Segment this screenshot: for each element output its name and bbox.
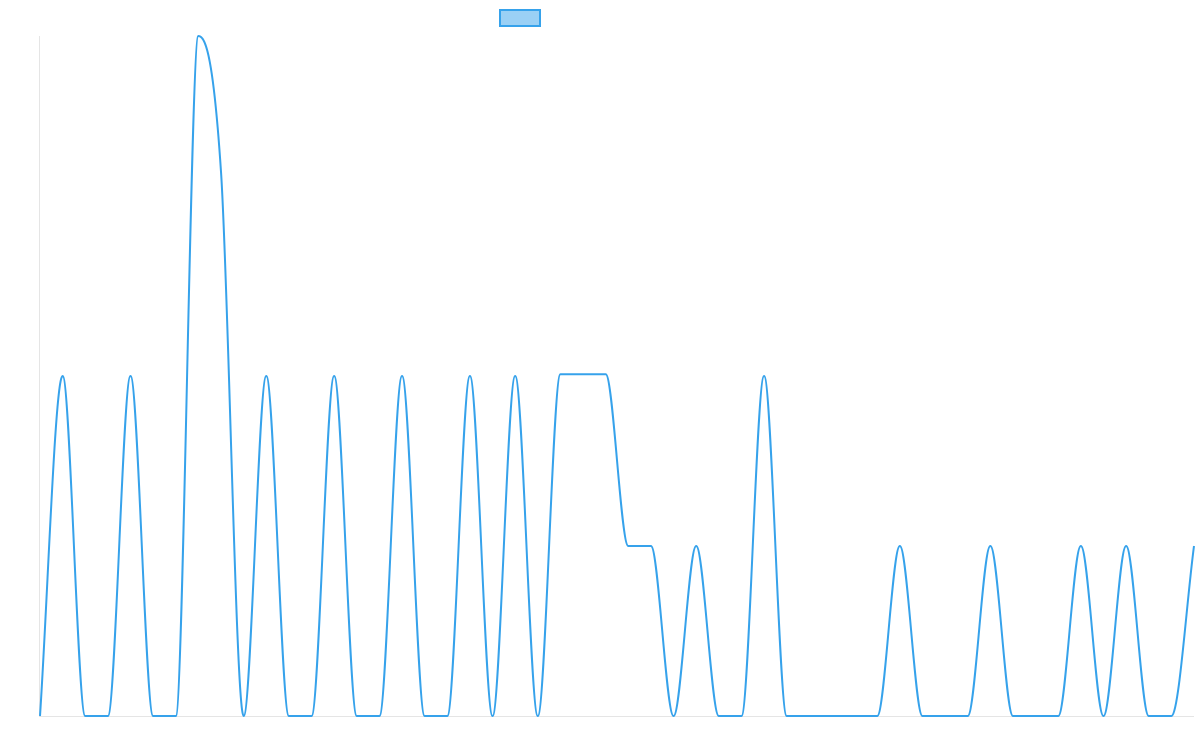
data-point[interactable] xyxy=(149,712,157,720)
data-point[interactable] xyxy=(918,712,926,720)
data-point[interactable] xyxy=(1054,712,1062,720)
data-point[interactable] xyxy=(104,712,112,720)
data-point[interactable] xyxy=(466,372,474,380)
data-point[interactable] xyxy=(36,712,44,720)
data-point[interactable] xyxy=(217,168,225,176)
data-point[interactable] xyxy=(805,712,813,720)
data-point[interactable] xyxy=(59,372,67,380)
data-point[interactable] xyxy=(556,370,564,378)
data-point[interactable] xyxy=(489,712,497,720)
data-point[interactable] xyxy=(986,542,994,550)
data-point[interactable] xyxy=(330,372,338,380)
data-point[interactable] xyxy=(851,712,859,720)
data-point[interactable] xyxy=(873,712,881,720)
data-point[interactable] xyxy=(81,712,89,720)
data-point[interactable] xyxy=(579,370,587,378)
data-point[interactable] xyxy=(353,712,361,720)
data-point[interactable] xyxy=(194,32,202,40)
data-point[interactable] xyxy=(941,712,949,720)
data-point[interactable] xyxy=(964,712,972,720)
data-point[interactable] xyxy=(828,712,836,720)
data-point[interactable] xyxy=(1077,542,1085,550)
data-point[interactable] xyxy=(511,372,519,380)
data-point[interactable] xyxy=(443,712,451,720)
data-point[interactable] xyxy=(534,712,542,720)
data-point[interactable] xyxy=(647,542,655,550)
data-point[interactable] xyxy=(896,542,904,550)
data-point[interactable] xyxy=(375,712,383,720)
data-point[interactable] xyxy=(240,712,248,720)
data-point[interactable] xyxy=(421,712,429,720)
data-point[interactable] xyxy=(1122,542,1130,550)
data-point[interactable] xyxy=(1145,712,1153,720)
data-point[interactable] xyxy=(692,542,700,550)
series-layer xyxy=(36,32,1198,720)
data-point[interactable] xyxy=(760,372,768,380)
data-point[interactable] xyxy=(737,712,745,720)
data-point[interactable] xyxy=(127,372,135,380)
data-point[interactable] xyxy=(1190,542,1198,550)
data-point[interactable] xyxy=(1009,712,1017,720)
data-point[interactable] xyxy=(262,372,270,380)
data-point[interactable] xyxy=(1099,712,1107,720)
data-point[interactable] xyxy=(715,712,723,720)
data-point[interactable] xyxy=(172,712,180,720)
data-point[interactable] xyxy=(398,372,406,380)
axes xyxy=(39,36,1194,717)
series-line-0 xyxy=(39,35,1195,717)
data-point[interactable] xyxy=(1032,712,1040,720)
data-point[interactable] xyxy=(670,712,678,720)
data-point[interactable] xyxy=(602,370,610,378)
data-point[interactable] xyxy=(624,542,632,550)
legend[interactable] xyxy=(499,9,541,27)
data-point[interactable] xyxy=(308,712,316,720)
data-point[interactable] xyxy=(1167,712,1175,720)
data-point[interactable] xyxy=(285,712,293,720)
legend-swatch[interactable] xyxy=(499,9,541,27)
data-point[interactable] xyxy=(783,712,791,720)
